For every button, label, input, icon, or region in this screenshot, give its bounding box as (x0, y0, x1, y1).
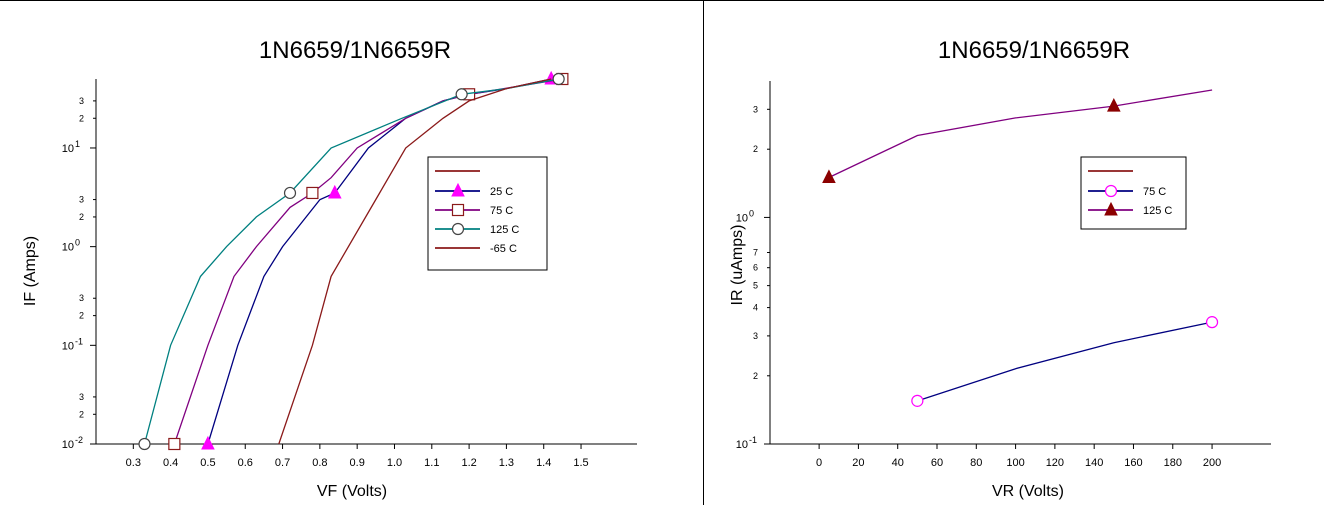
x-tick-label: 0.6 (238, 457, 253, 469)
y-tick-exponent: 0 (75, 238, 80, 248)
y-tick-exponent: 0 (749, 208, 754, 218)
y-minor-tick-label: 3 (753, 331, 758, 341)
marker-triangle-legend-1 (1104, 201, 1118, 216)
y-minor-tick-label: 5 (753, 281, 758, 291)
marker-triangle-1 (1107, 97, 1121, 112)
marker-triangle-0 (201, 435, 215, 450)
x-tick-label: 1.4 (536, 457, 551, 469)
marker-circle-legend-2 (451, 222, 465, 236)
y-minor-tick-label: 2 (79, 409, 84, 419)
marker-circle-0 (911, 394, 924, 407)
x-axis-label: VR (Volts) (992, 483, 1064, 500)
legend-label: 75 C (1143, 186, 1166, 198)
x-tick-label: 0.7 (275, 457, 290, 469)
marker-circle-2 (552, 72, 565, 86)
legend-label: 75 C (490, 205, 513, 217)
series-layer (822, 89, 1219, 407)
y-axis-label: IR (uAmps) (729, 225, 746, 306)
y-tick-label: 10 (62, 242, 74, 254)
marker-triangle-legend-0 (451, 182, 465, 197)
y-minor-tick-label: 2 (753, 371, 758, 381)
legend-box (427, 156, 548, 271)
x-tick-label: 1.0 (387, 457, 402, 469)
y-minor-tick-label: 2 (753, 144, 758, 154)
series-line-3 (278, 78, 552, 445)
x-tick-label: 60 (931, 457, 943, 469)
x-tick-label: 1.2 (461, 457, 476, 469)
x-tick-label: 200 (1203, 457, 1221, 469)
x-axis-label: VF (Volts) (317, 483, 387, 500)
marker-triangle-0 (327, 184, 342, 199)
y-minor-tick-label: 7 (753, 248, 758, 258)
chart-panel-reverse: 1N6659/1N6659R VR (Volts) IR (uAmps) 0 20… (703, 0, 1324, 505)
x-tick-label: 0.5 (200, 457, 215, 469)
y-axis-label: IF (Amps) (22, 236, 39, 306)
y-minor-tick-label: 2 (79, 212, 84, 222)
marker-square-1 (168, 437, 181, 451)
marker-circle-2 (138, 437, 151, 451)
reverse-current-chart: 1N6659/1N6659R VR (Volts) IR (uAmps) 0 20… (729, 37, 1271, 500)
x-tick-label: 40 (892, 457, 904, 469)
y-tick-exponent: -1 (75, 336, 83, 346)
x-tick-label: 80 (970, 457, 982, 469)
legend-label: 125 C (1143, 205, 1172, 217)
series-line-1 (828, 89, 1213, 179)
x-tick-label: 160 (1124, 457, 1142, 469)
x-tick-label: 180 (1164, 457, 1182, 469)
x-tick-label: 100 (1006, 457, 1024, 469)
chart-panel-forward: 1N6659/1N6659R VF (Volts) IF (Amps) 0.3 0… (0, 0, 704, 505)
y-minor-tick-label: 2 (79, 113, 84, 123)
y-minor-tick-label: 3 (79, 195, 84, 205)
marker-circle-legend-0 (1104, 184, 1118, 198)
chart-title: 1N6659/1N6659R (259, 37, 451, 64)
marker-square-legend-1 (451, 203, 465, 217)
chart-title: 1N6659/1N6659R (938, 37, 1130, 64)
x-tick-label: 140 (1085, 457, 1103, 469)
y-tick-exponent: -2 (75, 435, 83, 445)
y-minor-tick-label: 3 (79, 96, 84, 106)
y-tick-label: 10 (736, 212, 748, 224)
series-layer (138, 70, 569, 451)
y-tick-label: 10 (62, 439, 74, 451)
legend: 25 C 75 C 125 C -65 C (427, 156, 548, 271)
y-tick-exponent: 1 (75, 139, 80, 149)
x-tick-label: 0.4 (163, 457, 178, 469)
series-line-0 (917, 321, 1213, 402)
x-tick-label: 0.8 (312, 457, 327, 469)
legend: 75 C 125 C (1080, 156, 1187, 230)
x-tick-label: 0.3 (126, 457, 141, 469)
forward-current-chart: 1N6659/1N6659R VF (Volts) IF (Amps) 0.3 0… (22, 37, 637, 500)
y-minor-tick-label: 4 (753, 303, 758, 313)
x-tick-label: 1.1 (424, 457, 439, 469)
axes: 0.3 0.4 0.5 0.6 0.7 0.8 0.9 1.0 1.1 1.2 1.3 1.4 1.5 1… (62, 79, 637, 469)
x-tick-label: 0.9 (350, 457, 365, 469)
y-tick-label: 10 (62, 143, 74, 155)
y-tick-label: 10 (736, 439, 748, 451)
marker-circle-2 (455, 88, 468, 101)
legend-box (1080, 156, 1187, 230)
marker-circle-0 (1205, 316, 1219, 329)
marker-square-1 (306, 186, 319, 200)
y-minor-tick-label: 6 (753, 263, 758, 273)
y-tick-label: 10 (62, 340, 74, 352)
x-tick-label: 20 (852, 457, 864, 469)
y-minor-tick-label: 3 (79, 392, 84, 402)
x-tick-label: 1.5 (573, 457, 588, 469)
y-minor-tick-label: 3 (79, 293, 84, 303)
marker-triangle-1 (822, 169, 836, 184)
x-tick-label: 1.3 (499, 457, 514, 469)
legend-label: -65 C (490, 243, 517, 255)
legend-label: 25 C (490, 186, 513, 198)
marker-circle-2 (283, 186, 297, 200)
y-minor-tick-label: 3 (753, 104, 758, 114)
y-minor-tick-label: 2 (79, 311, 84, 321)
y-tick-exponent: -1 (749, 435, 757, 445)
x-tick-label: 0 (816, 457, 822, 469)
x-tick-label: 120 (1046, 457, 1064, 469)
legend-label: 125 C (490, 224, 519, 236)
